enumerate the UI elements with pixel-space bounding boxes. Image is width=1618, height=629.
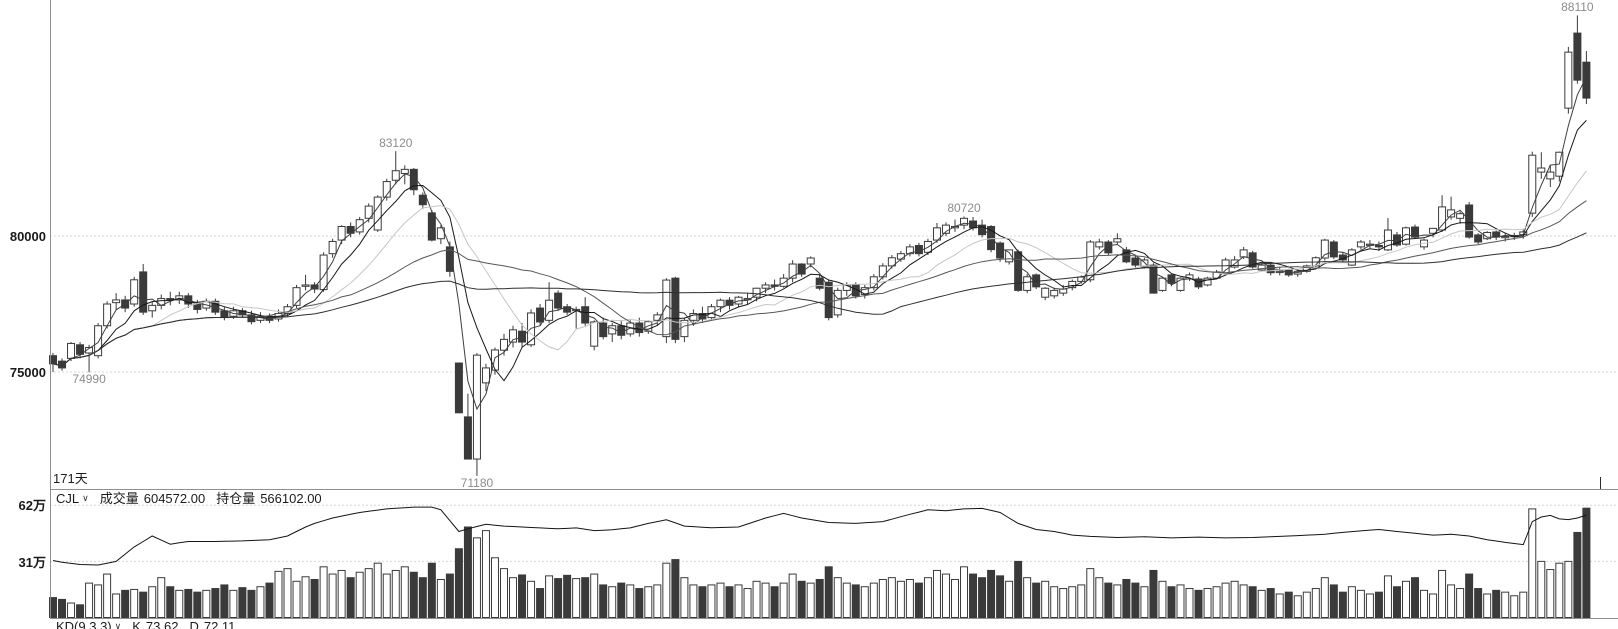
open-interest-field-label: 持仓量: [216, 491, 256, 506]
kd-pane-header: KD(9,3,3) ∨ K 73.62 D 72.11: [56, 620, 235, 629]
volume-indicator-selector[interactable]: CJL ∨: [56, 492, 89, 505]
volume-axis-tick-31wan: 31万: [18, 555, 46, 570]
volume-field-label: 成交量: [99, 491, 139, 506]
open-interest-field-value: 566102.00: [260, 491, 322, 506]
chevron-down-icon[interactable]: ∨: [82, 493, 89, 503]
price-annotation-low: 71180: [460, 475, 494, 490]
kd-d-field: D 72.11: [189, 620, 235, 629]
volume-field: 成交量 604572.00: [100, 492, 205, 505]
kd-d-label: D: [189, 619, 199, 629]
volume-field-value: 604572.00: [143, 491, 206, 506]
kd-indicator-name: KD(9,3,3): [56, 619, 112, 629]
price-axis-tick-80000: 80000: [9, 229, 46, 244]
price-annotation-early-low: 74990: [72, 372, 106, 387]
kd-k-label: K: [132, 619, 141, 629]
kd-d-value: 72.11: [203, 619, 236, 629]
open-interest-field: 持仓量 566102.00: [216, 492, 321, 505]
price-annotation-local-high-2: 80720: [947, 201, 981, 216]
kd-k-field: K 73.62: [132, 620, 178, 629]
price-annotation-local-high-1: 83120: [379, 136, 413, 151]
price-axis-tick-75000: 75000: [9, 365, 46, 380]
volume-pane-header: CJL ∨ 成交量 604572.00 持仓量 566102.00: [56, 492, 322, 505]
volume-indicator-name: CJL: [56, 491, 80, 506]
chevron-down-icon[interactable]: ∨: [114, 621, 122, 629]
volume-axis-tick-62wan: 62万: [18, 498, 46, 513]
price-annotation-high: 88110: [1561, 0, 1594, 15]
kd-k-value: 73.62: [145, 619, 179, 629]
kd-indicator-selector[interactable]: KD(9,3,3) ∨: [56, 620, 121, 629]
x-axis-day-count-label: 171天: [53, 471, 88, 486]
